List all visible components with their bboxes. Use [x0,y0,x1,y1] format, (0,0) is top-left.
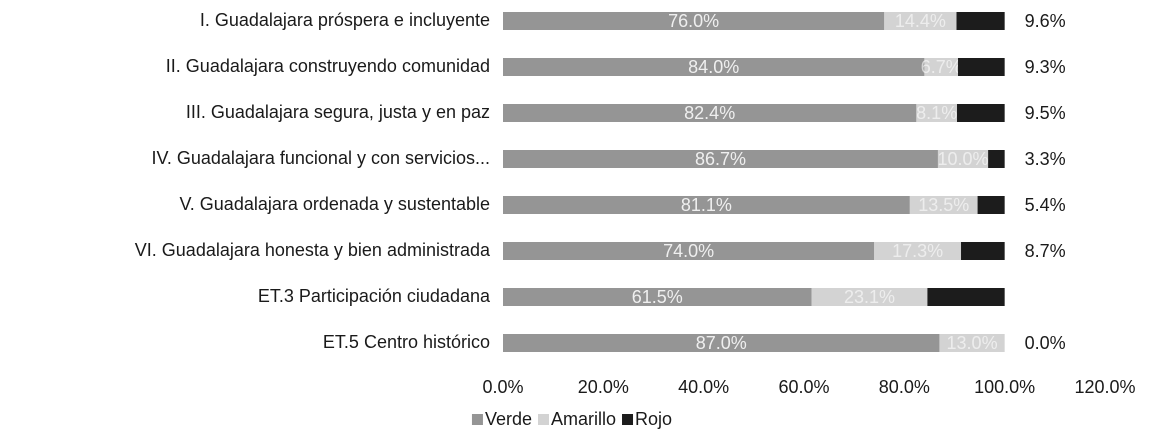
data-label: 76.0% [668,11,719,31]
bar-segment [874,242,962,260]
data-label: 9.6% [1025,11,1066,31]
bar-segment [503,334,940,352]
category-label: VI. Guadalajara honesta y bien administr… [135,240,491,260]
legend-swatch [471,414,483,425]
data-label: 9.5% [1025,103,1066,123]
x-tick-label: 60.0% [778,377,829,397]
bar-segment [916,104,958,122]
category-label: V. Guadalajara ordenada y sustentable [179,194,490,214]
bar-segment [503,150,938,168]
data-label: 8.1% [916,103,957,123]
data-label: 86.7% [695,149,746,169]
legend-label: Rojo [635,409,672,429]
bar-segment [939,334,1005,352]
x-tick-label: 80.0% [879,377,930,397]
legend-swatch [538,414,549,425]
bar-segment [937,150,989,168]
x-tick-label: 40.0% [678,377,729,397]
category-label: ET.5 Centro histórico [323,332,490,352]
category-label: III. Guadalajara segura, justa y en paz [186,102,490,122]
data-label: 61.5% [632,287,683,307]
bar-segment [988,150,1005,168]
bar-segment [958,58,1005,76]
data-label: 23.1% [844,287,895,307]
bar-segment [924,58,959,76]
legend-label: Verde [485,409,532,429]
bar-segment [503,288,812,306]
data-label: 6.7% [921,57,962,77]
legend-label: Amarillo [551,409,616,429]
category-label: II. Guadalajara construyendo comunidad [166,56,490,76]
bar-segment [961,242,1005,260]
bar-segment [503,196,910,214]
legend-swatch [622,414,634,425]
bar-segment [957,104,1005,122]
data-label: 17.3% [892,241,943,261]
x-tick-label: 20.0% [578,377,629,397]
data-label: 82.4% [684,103,735,123]
data-label: 81.1% [681,195,732,215]
bar-segment [503,12,885,30]
bar-segment [503,104,917,122]
data-label: 10.0% [938,149,989,169]
bar-segment [909,196,978,214]
category-label: IV. Guadalajara funcional y con servicio… [151,148,490,168]
data-label: 14.4% [895,11,946,31]
data-label: 74.0% [663,241,714,261]
data-label: 8.7% [1025,241,1066,261]
bar-segment [956,12,1005,30]
data-label: 0.0% [1025,333,1066,353]
data-label: 84.0% [688,57,739,77]
bar-segment [977,196,1005,214]
bar-segment [811,288,928,306]
x-tick-label: 0.0% [482,377,523,397]
category-label: ET.3 Participación ciudadana [258,286,491,306]
x-tick-label: 120.0% [1074,377,1135,397]
bar-segment [503,242,875,260]
x-tick-label: 100.0% [974,377,1035,397]
category-label: I. Guadalajara próspera e incluyente [200,10,490,30]
data-label: 5.4% [1025,195,1066,215]
data-label: 13.0% [947,333,998,353]
data-label: 3.3% [1025,149,1066,169]
data-label: 13.5% [918,195,969,215]
bar-segment [884,12,957,30]
bar-segment [503,58,925,76]
data-label: 9.3% [1025,57,1066,77]
bar-segment [927,288,1005,306]
data-label: 87.0% [696,333,747,353]
